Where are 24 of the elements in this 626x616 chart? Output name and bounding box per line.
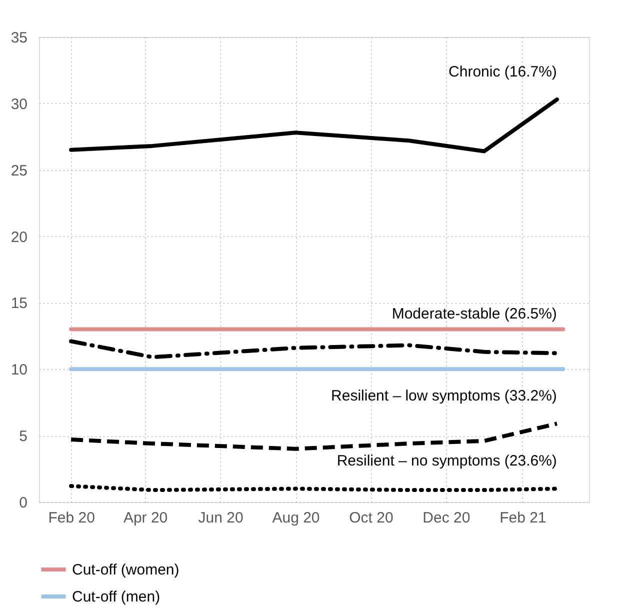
y-tick-label: 30 [10,96,28,113]
legend-label: Cut-off (women) [72,562,180,578]
y-tick-label: 5 [19,428,28,446]
x-tick-label: Feb 20 [48,510,95,526]
x-tick-label: Aug 20 [272,510,320,526]
x-tick-label: Jun 20 [198,510,244,526]
y-tick-label: 25 [10,162,28,180]
y-tick-label: 10 [10,362,28,379]
x-tick-label: Oct 20 [349,510,394,526]
line-series [69,97,559,154]
line-series [69,339,559,360]
y-tick-label: 0 [19,494,28,512]
y-tick-label: 15 [10,295,28,312]
y-tick-label: 20 [10,228,28,246]
annotation: Chronic (16.7%) [448,63,557,80]
line-series [69,422,559,451]
annotation: Resilient – no symptoms (23.6%) [336,452,557,470]
x-tick-label: Apr 20 [123,510,168,526]
x-tick-label: Feb 21 [500,510,546,526]
y-tick-label: 35 [10,30,28,46]
annotation: Resilient – low symptoms (33.2%) [331,388,557,405]
legend-label: Cut-off (men) [72,588,160,606]
x-tick-label: Dec 20 [422,510,470,526]
annotation: Moderate-stable (26.5%) [392,305,557,322]
